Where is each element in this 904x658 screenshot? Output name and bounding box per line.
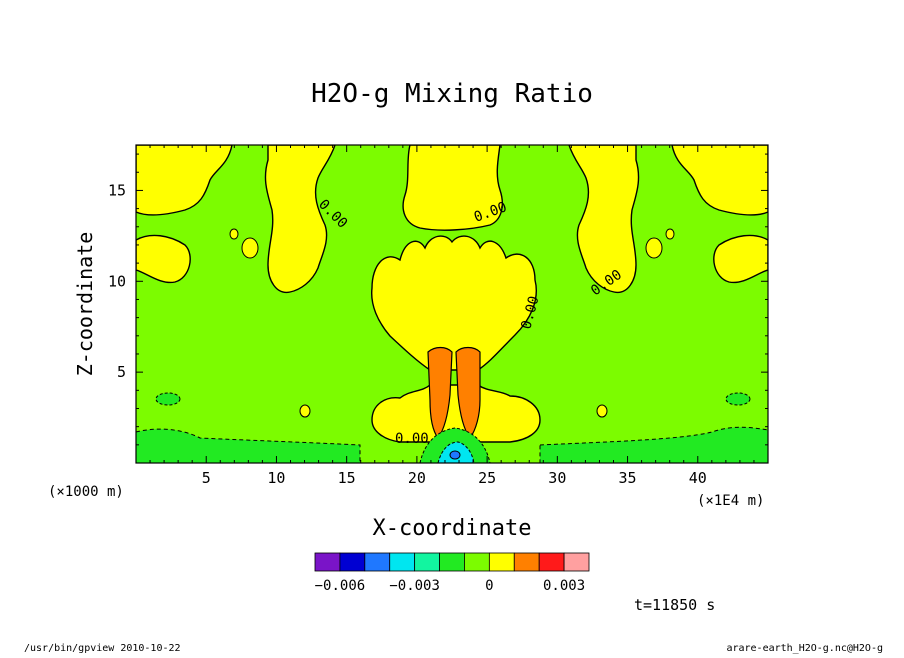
x-axis-label: X-coordinate — [373, 516, 532, 541]
x-tick-label: 20 — [408, 469, 426, 487]
y-tick-label: 15 — [108, 181, 126, 199]
colorbar-swatch — [364, 552, 391, 572]
time-label: t=11850 s — [634, 596, 715, 614]
small-blob-right-2 — [665, 228, 675, 240]
small-blob-left-2 — [229, 228, 239, 240]
surface-layer-anomaly-right — [539, 426, 768, 463]
small-blob-left — [241, 237, 259, 259]
moist-region-cloud-body — [371, 235, 537, 371]
y-tick-label: 5 — [117, 363, 126, 381]
plot-frame — [135, 144, 769, 464]
surface-layer-anomaly — [136, 428, 361, 463]
moist-core-right — [455, 346, 481, 440]
colorbar-swatch — [314, 552, 341, 572]
moist-region-right-lobe — [713, 234, 768, 284]
colorbar-swatch — [488, 552, 515, 572]
moist-region-upper-right — [671, 145, 768, 216]
x-unit-right: (×1E4 m) — [697, 493, 764, 509]
x-tick-label: 30 — [548, 469, 566, 487]
x-axis: 5 10 15 20 25 30 35 40 — [149, 145, 755, 487]
colorbar-tick-label: −0.003 — [389, 578, 440, 594]
y-axis-label: Z-coordinate — [73, 232, 97, 377]
dry-anomaly-spot — [449, 450, 461, 460]
colorbar-tick-label: 0 — [485, 578, 493, 594]
colorbar-tick-label: 0.003 — [543, 578, 585, 594]
small-anomaly-right — [725, 392, 751, 406]
y-tick-label: 10 — [108, 272, 126, 290]
small-blob-lower-left — [299, 404, 311, 418]
moist-region-left-lobe — [136, 234, 191, 284]
plot-area — [136, 145, 768, 463]
small-blob-right — [645, 237, 663, 259]
colorbar-swatch — [389, 552, 416, 572]
x-tick-label: 40 — [689, 469, 707, 487]
colorbar-swatch — [439, 552, 465, 572]
y-axis: 5 10 15 — [108, 153, 768, 446]
colorbar-swatch — [464, 552, 490, 572]
colorbar-swatch — [563, 552, 590, 572]
x-tick-label: 5 — [202, 469, 211, 487]
moist-region-right-column — [568, 145, 640, 294]
colorbar-swatch — [414, 552, 440, 572]
moist-region-upper-left — [136, 145, 233, 216]
colorbar-tick-label: −0.006 — [315, 578, 366, 594]
colorbar-swatch — [339, 552, 366, 572]
footer-left: /usr/bin/gpview 2010-10-22 — [24, 643, 181, 654]
chart-title: H2O-g Mixing Ratio — [311, 79, 593, 109]
colorbar-swatch — [538, 552, 565, 572]
x-tick-label: 15 — [338, 469, 356, 487]
footer-right: arare-earth_H2O-g.nc@H2O-g — [726, 643, 883, 654]
moist-core-left — [427, 346, 453, 440]
x-tick-label: 25 — [478, 469, 496, 487]
x-tick-label: 10 — [267, 469, 285, 487]
colorbar-swatch — [513, 552, 540, 572]
x-tick-label: 35 — [619, 469, 637, 487]
colorbar: −0.006 −0.003 0 0.003 — [314, 552, 590, 594]
x-unit-left: (×1000 m) — [48, 484, 124, 500]
moist-region-left-column — [264, 145, 336, 294]
small-blob-lower-right — [596, 404, 608, 418]
moist-region-top-center — [402, 145, 503, 231]
small-anomaly-left — [155, 392, 181, 406]
contour-label: 0.00 — [395, 431, 429, 447]
